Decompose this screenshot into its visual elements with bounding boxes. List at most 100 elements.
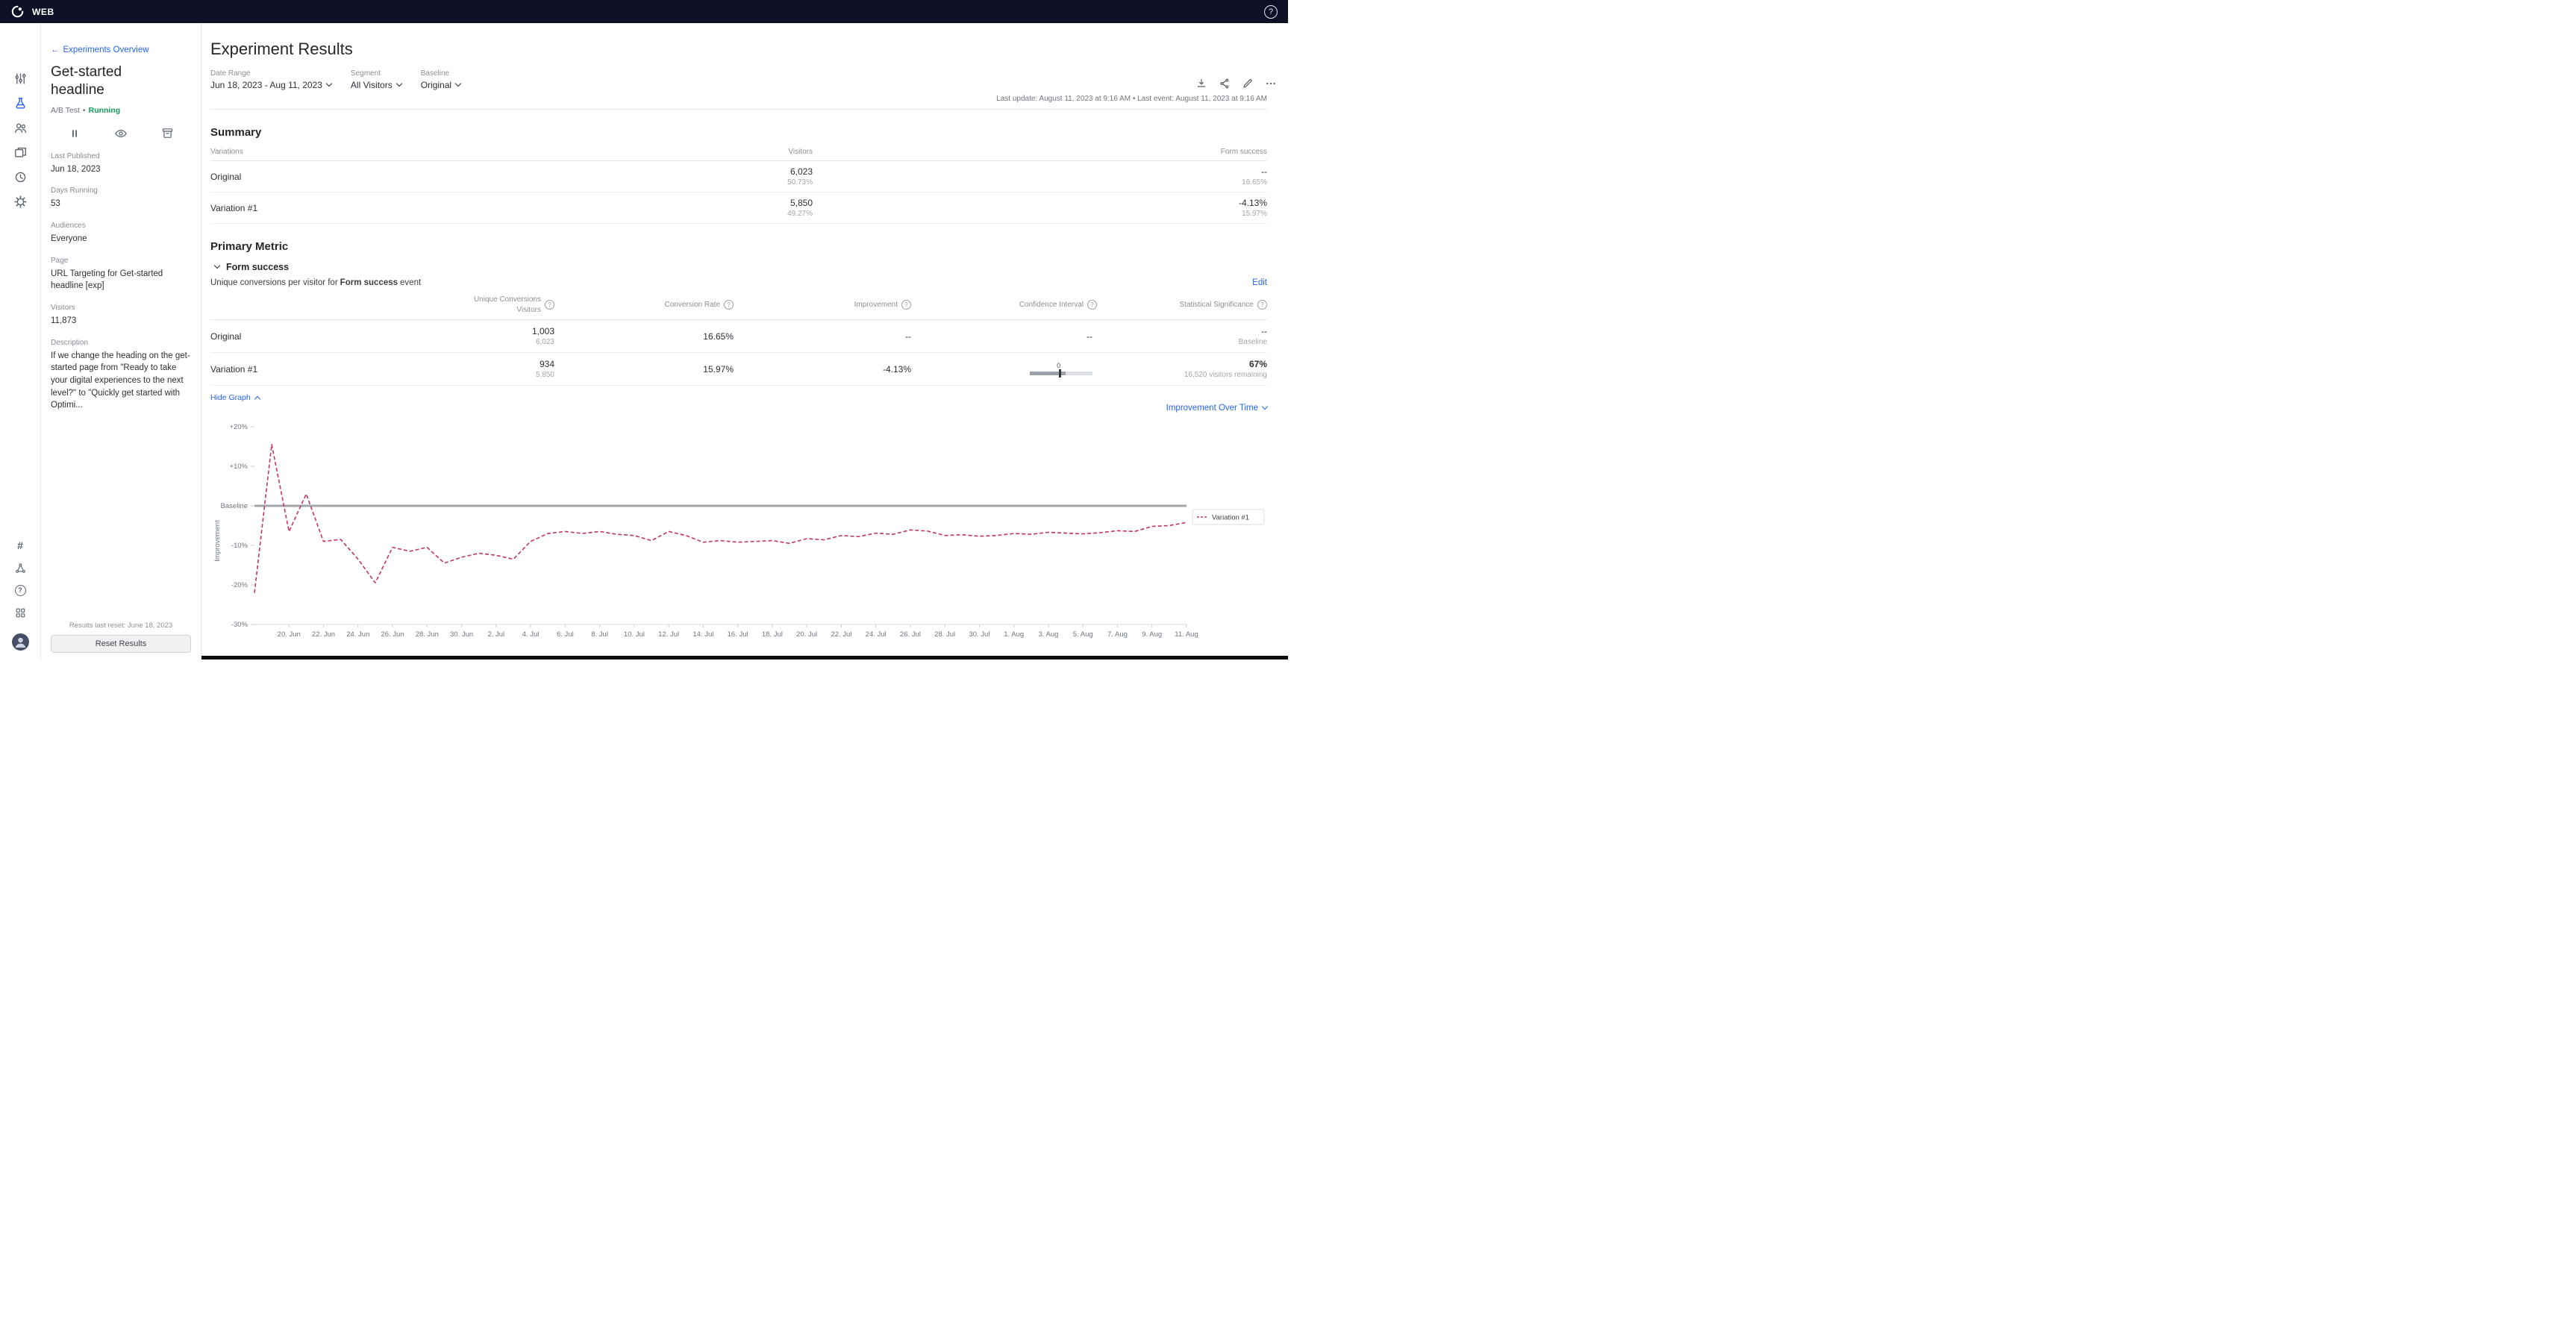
field-label: Description [51,338,89,347]
last-update-text: Last update: August 11, 2023 at 9:16 AM … [996,95,1267,103]
help-tooltip-icon[interactable]: ? [545,300,554,310]
summary-heading: Summary [210,126,262,139]
rail-item-pages[interactable] [11,143,29,161]
svg-text:18. Jul: 18. Jul [762,630,783,639]
download-button[interactable] [1195,77,1208,90]
field-value: Everyone [51,234,87,243]
archive-button[interactable] [160,126,175,141]
svg-text:26. Jul: 26. Jul [900,630,921,639]
status-badge: Running [88,105,121,115]
conversions-value: 1,003 [531,326,554,336]
svg-text:26. Jun: 26. Jun [381,630,404,639]
status-separator: • [82,105,86,115]
svg-text:28. Jul: 28. Jul [934,630,955,639]
help-tooltip-icon[interactable]: ? [724,300,734,310]
column-variations: Variations [210,148,243,156]
experiment-status-line: A/B Test • Running [51,106,191,115]
svg-text:+20%: +20% [229,423,248,431]
visitors-share: 49.27% [787,210,813,218]
segment-dropdown[interactable]: All Visitors [351,80,402,90]
variation-name: Variation #1 [210,363,258,375]
field-label: Audiences [51,221,86,230]
svg-text:2. Jul: 2. Jul [487,630,504,639]
edit-pencil-icon [1243,79,1252,88]
svg-text:20. Jul: 20. Jul [796,630,817,639]
table-row: Original 1,003 6,023 16.65% -- -- -- Bas… [210,320,1267,353]
svg-text:-30%: -30% [231,621,248,629]
reset-results-button[interactable]: Reset Results [51,635,191,653]
svg-text:16. Jul: 16. Jul [728,630,748,639]
pause-button[interactable] [67,126,82,141]
svg-text:22. Jul: 22. Jul [831,630,851,639]
field-visitors: Visitors 11,873 [51,304,191,328]
help-tooltip-icon[interactable]: ? [901,300,911,310]
rail-item-network[interactable] [11,559,29,577]
main-content: Experiment Results Date Range Jun 18, 20… [201,23,1288,660]
column-visitors: Visitors [788,148,813,156]
variations-icon [14,72,26,84]
svg-text:30. Jun: 30. Jun [450,630,473,639]
user-avatar[interactable] [11,633,29,651]
rail-item-settings[interactable] [11,192,29,210]
svg-text:4. Jul: 4. Jul [522,630,540,639]
metric-desc-suffix: event [400,278,422,287]
rail-item-audiences[interactable] [11,119,29,137]
date-range-dropdown[interactable]: Jun 18, 2023 - Aug 11, 2023 [210,80,333,90]
results-toolbar [1195,77,1278,90]
column-form-success: Form success [1220,148,1267,156]
rail-item-help[interactable]: ? [11,581,29,599]
metric-rate: 16.65% [1242,178,1267,187]
network-icon [15,563,25,573]
optimizely-logo-icon[interactable] [10,4,25,19]
significance-sub: 16,520 visitors remaining [1184,371,1267,379]
metric-description-row: Unique conversions per visitor for Form … [210,278,1267,287]
chevron-down-icon [213,262,221,269]
edit-button[interactable] [1241,77,1254,90]
more-button[interactable] [1264,77,1278,90]
column-variation-name [210,295,360,315]
back-to-experiments-link[interactable]: ← Experiments Overview [51,46,191,54]
field-label: Last Published [51,151,100,160]
svg-text:11. Aug: 11. Aug [1175,630,1198,639]
svg-text:24. Jul: 24. Jul [866,630,887,639]
rail-item-apps[interactable] [11,604,29,621]
date-range-value: Jun 18, 2023 - Aug 11, 2023 [210,80,322,90]
svg-text:Baseline: Baseline [221,502,248,510]
metric-collapse-toggle[interactable]: Form success [210,262,1267,272]
date-range-filter: Date Range Jun 18, 2023 - Aug 11, 2023 [210,69,333,90]
visitors-value: 5,850 [790,198,813,208]
improvement-header: Improvement [854,301,898,309]
svg-text:3. Aug: 3. Aug [1038,630,1058,639]
help-tooltip-icon[interactable]: ? [1087,300,1097,310]
svg-text:-10%: -10% [231,542,248,550]
svg-text:7. Aug: 7. Aug [1107,630,1128,639]
help-tooltip-icon[interactable]: ? [1257,300,1267,310]
unique-conversions-header: Unique Conversions Visitors [474,295,541,315]
field-page: Page URL Targeting for Get-started headl… [51,257,191,292]
hide-graph-link[interactable]: Hide Graph [210,393,260,403]
improvement-over-time-dropdown[interactable]: Improvement Over Time [1166,403,1269,413]
preview-button[interactable] [113,126,128,141]
confidence-interval-marker [1058,369,1061,377]
confidence-interval-visual: 0 [1030,362,1092,377]
significance-value: -- [1261,326,1267,336]
conversion-rate-value: 15.97% [703,363,734,375]
baseline-dropdown[interactable]: Original [421,80,462,90]
conversion-rate-header: Conversion Rate [664,301,720,309]
rail-item-variations[interactable] [11,69,29,87]
baseline-label: Baseline [420,69,450,78]
rail-item-experiments[interactable] [11,94,29,112]
help-button[interactable]: ? [1264,4,1278,19]
help-icon: ? [14,584,26,596]
column-confidence-interval: Confidence Interval ? [911,295,1097,315]
share-button[interactable] [1218,77,1231,90]
edit-metric-link[interactable]: Edit [1252,278,1267,287]
metric-improvement: -- [1261,166,1267,177]
top-bar: WEB ? [0,0,1288,23]
rail-item-hash[interactable]: # [11,536,29,554]
rail-item-history[interactable] [11,168,29,186]
field-last-published: Last Published Jun 18, 2023 [51,152,191,176]
segment-label: Segment [350,69,381,78]
improvement-chart-container: +20% +10% Baseline -10% -20% -30% 20. Jun 22. J… [210,416,1267,642]
chevron-up-icon [254,395,260,403]
